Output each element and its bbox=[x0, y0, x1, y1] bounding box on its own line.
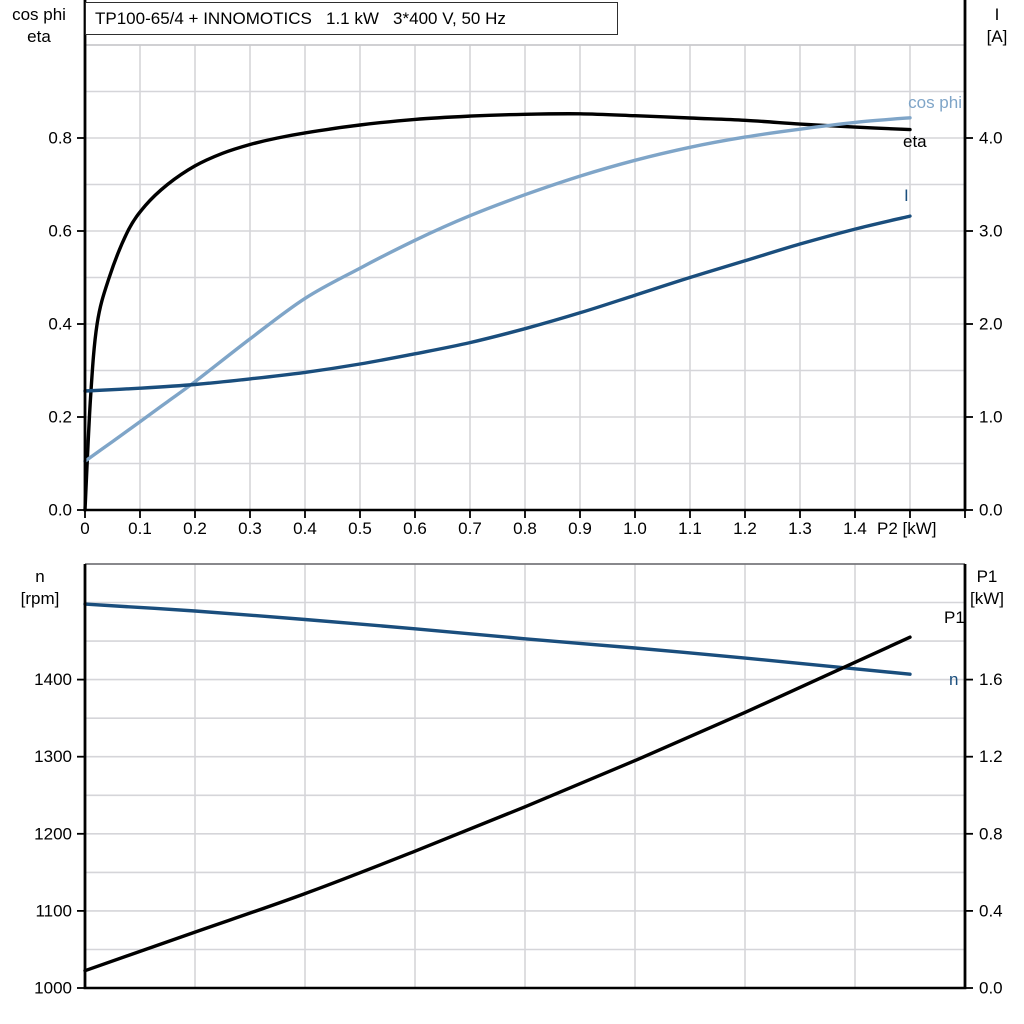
x-axis-title: P2 [kW] bbox=[877, 519, 937, 538]
n-curve-label: n bbox=[949, 670, 959, 689]
x-axis-tick-label: 0 bbox=[80, 519, 89, 538]
right-axis-tick-label: 4.0 bbox=[979, 129, 1003, 148]
series-curve-cos-phi bbox=[83, 116, 912, 463]
left-axis-tick-label: 0.2 bbox=[48, 408, 72, 427]
left-axis-tick-label: 1400 bbox=[34, 670, 72, 689]
right-axis-tick-label: 1.6 bbox=[979, 670, 1003, 689]
x-axis-tick-label: 0.2 bbox=[183, 519, 207, 538]
bottom-left-axis-title: n [rpm] bbox=[8, 566, 72, 610]
x-axis-tick-label: 0.3 bbox=[238, 519, 262, 538]
series-curve-n bbox=[83, 602, 912, 676]
left-axis-title-line1: cos phi bbox=[12, 5, 66, 24]
left-axis-tick-label: 0.8 bbox=[48, 129, 72, 148]
p1-axis-title-line2: [kW] bbox=[970, 589, 1004, 608]
n-axis-title-line2: [rpm] bbox=[20, 589, 60, 608]
x-axis-tick-label: 1.4 bbox=[843, 519, 867, 538]
chart-title-box: TP100-65/4 + INNOMOTICS 1.1 kW 3*400 V, … bbox=[85, 2, 618, 35]
x-axis-tick-label: 0.7 bbox=[458, 519, 482, 538]
right-axis-tick-label: 0.0 bbox=[979, 501, 1003, 520]
right-axis-tick-label: 2.0 bbox=[979, 315, 1003, 334]
x-axis-tick-label: 0.8 bbox=[513, 519, 537, 538]
right-axis-tick-label: 0.0 bbox=[979, 979, 1003, 998]
right-axis-title-line2: [A] bbox=[986, 27, 1008, 46]
right-axis-tick-label: 0.8 bbox=[979, 824, 1003, 843]
right-axis-tick-label: 3.0 bbox=[979, 222, 1003, 241]
right-axis-tick-label: 0.4 bbox=[979, 901, 1003, 920]
right-axis-tick-label: 1.0 bbox=[979, 408, 1003, 427]
chart-title: TP100-65/4 + INNOMOTICS 1.1 kW 3*400 V, … bbox=[95, 8, 506, 28]
left-axis-tick-label: 0.6 bbox=[48, 222, 72, 241]
n-axis-title-line1: n bbox=[35, 567, 45, 586]
bottom-right-axis-title: P1 [kW] bbox=[956, 566, 1018, 610]
top-right-axis-title: I [A] bbox=[972, 4, 1022, 48]
x-axis-tick-label: 0.5 bbox=[348, 519, 372, 538]
x-axis-tick-label: 1.2 bbox=[733, 519, 757, 538]
left-axis-tick-label: 0.4 bbox=[48, 315, 72, 334]
p1-curve-label: P1 bbox=[944, 608, 965, 627]
left-axis-tick-label: 0.0 bbox=[48, 501, 72, 520]
left-axis-tick-label: 1100 bbox=[35, 901, 72, 920]
eta-curve-label: eta bbox=[903, 132, 927, 151]
x-axis-tick-label: 0.4 bbox=[293, 519, 317, 538]
series-curve-eta bbox=[83, 112, 912, 512]
current-curve-label: I bbox=[904, 186, 909, 205]
series-curve-P1 bbox=[83, 635, 912, 973]
p1-axis-title-line1: P1 bbox=[976, 567, 998, 586]
top-left-axis-title: cos phi eta bbox=[4, 4, 74, 48]
cos-phi-curve-label: cos phi bbox=[908, 93, 962, 112]
x-axis-tick-label: 1.1 bbox=[678, 519, 702, 538]
right-axis-title-line1: I bbox=[994, 5, 1000, 24]
left-axis-tick-label: 1300 bbox=[34, 747, 72, 766]
x-axis-tick-label: 0.1 bbox=[128, 519, 152, 538]
left-axis-tick-label: 1200 bbox=[34, 824, 72, 843]
x-axis-tick-label: 0.9 bbox=[568, 519, 592, 538]
left-axis-title-line2: eta bbox=[27, 27, 51, 46]
x-axis-tick-label: 1.3 bbox=[788, 519, 812, 538]
series-curve-I bbox=[83, 214, 912, 393]
x-axis-tick-label: 0.6 bbox=[403, 519, 427, 538]
right-axis-tick-label: 1.2 bbox=[979, 747, 1003, 766]
x-axis-tick-label: 1.0 bbox=[623, 519, 647, 538]
left-axis-tick-label: 1000 bbox=[34, 979, 72, 998]
